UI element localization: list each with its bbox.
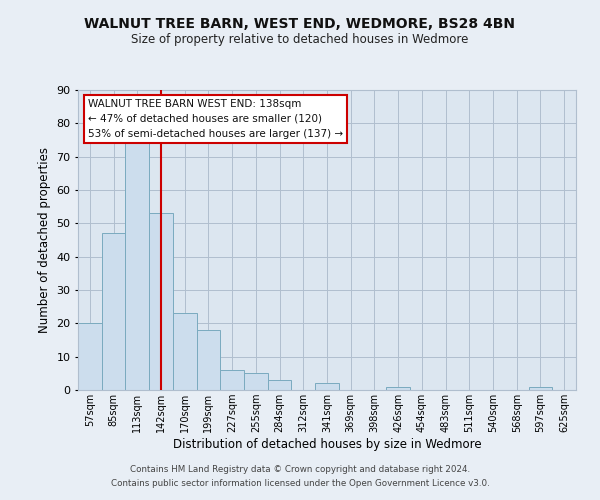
Bar <box>386 386 410 390</box>
Bar <box>125 136 149 390</box>
Text: WALNUT TREE BARN, WEST END, WEDMORE, BS28 4BN: WALNUT TREE BARN, WEST END, WEDMORE, BS2… <box>85 18 515 32</box>
Bar <box>197 330 220 390</box>
Text: Contains HM Land Registry data © Crown copyright and database right 2024.
Contai: Contains HM Land Registry data © Crown c… <box>110 466 490 487</box>
Bar <box>173 314 197 390</box>
Text: Size of property relative to detached houses in Wedmore: Size of property relative to detached ho… <box>131 32 469 46</box>
Bar <box>268 380 292 390</box>
Y-axis label: Number of detached properties: Number of detached properties <box>38 147 50 333</box>
Bar <box>315 384 339 390</box>
Bar <box>149 214 173 390</box>
X-axis label: Distribution of detached houses by size in Wedmore: Distribution of detached houses by size … <box>173 438 481 451</box>
Bar <box>220 370 244 390</box>
Text: WALNUT TREE BARN WEST END: 138sqm
← 47% of detached houses are smaller (120)
53%: WALNUT TREE BARN WEST END: 138sqm ← 47% … <box>88 99 343 138</box>
Bar <box>78 324 102 390</box>
Bar <box>529 386 552 390</box>
Bar <box>102 234 125 390</box>
Bar <box>244 374 268 390</box>
